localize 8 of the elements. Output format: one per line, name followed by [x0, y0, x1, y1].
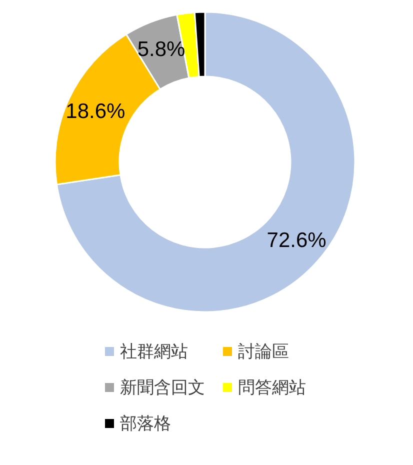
legend-label: 問答網站 [238, 378, 306, 397]
legend-label: 社群網站 [120, 342, 188, 361]
data-label: 18.6% [66, 100, 126, 123]
data-label: 5.8% [137, 38, 186, 61]
legend-label: 新聞含回文 [120, 378, 205, 397]
legend-label: 討論區 [238, 342, 289, 361]
data-label: 72.6% [266, 229, 326, 252]
legend-label: 部落格 [120, 414, 171, 433]
